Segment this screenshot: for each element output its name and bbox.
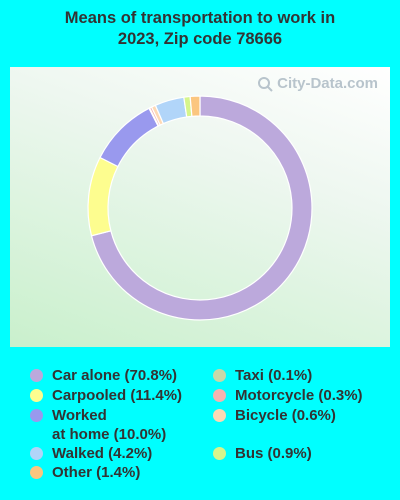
- legend-item: Motorcycle (0.3%): [213, 386, 363, 405]
- legend-swatch: [30, 447, 43, 460]
- legend-item: Walked (4.2%): [30, 444, 152, 463]
- legend-label: Taxi (0.1%): [235, 367, 313, 384]
- chart-title-line-1: Means of transportation to work in: [64, 9, 336, 27]
- watermark-text: City-Data.com: [277, 75, 378, 92]
- donut-slice-other: [189, 95, 201, 118]
- watermark-search-icon: [258, 76, 273, 92]
- legend-item: Other (1.4%): [30, 463, 140, 482]
- legend-item: Bus (0.9%): [213, 444, 312, 463]
- legend-label: Carpooled (11.4%): [52, 387, 183, 404]
- chart-title-line-2: 2023, Zip code 78666: [117, 30, 283, 48]
- donut-slice-carpooled: [87, 156, 119, 237]
- legend-swatch: [213, 369, 226, 382]
- legend-label: Other (1.4%): [52, 464, 141, 481]
- legend-label: Walked (4.2%): [52, 445, 153, 462]
- donut-slice-car-alone: [90, 95, 313, 321]
- legend-item: Worked at home (10.0%): [30, 406, 202, 444]
- legend-label: Worked at home (10.0%): [52, 407, 167, 443]
- legend-swatch: [30, 389, 43, 402]
- legend-label: Motorcycle (0.3%): [235, 387, 363, 404]
- legend-label: Car alone (70.8%): [52, 367, 178, 384]
- legend-swatch: [213, 409, 226, 422]
- legend-swatch: [213, 447, 226, 460]
- legend-swatch: [30, 409, 43, 422]
- legend-swatch: [30, 369, 43, 382]
- donut-chart: [87, 95, 313, 321]
- donut-slice-worked-at-home: [99, 107, 159, 168]
- legend-item: Taxi (0.1%): [213, 366, 312, 385]
- legend-swatch: [30, 466, 43, 479]
- legend-label: Bus (0.9%): [235, 445, 312, 462]
- watermark: City-Data.com: [257, 75, 378, 92]
- chart-title: Means of transportation to work in 2023,…: [0, 8, 400, 50]
- legend-label: Bicycle (0.6%): [235, 407, 336, 424]
- chart-legend: Car alone (70.8%) Carpooled (11.4%) Worked…: [0, 366, 400, 496]
- legend-item: Bicycle (0.6%): [213, 406, 336, 425]
- chart-panel: City-Data.com: [10, 67, 390, 347]
- legend-item: Car alone (70.8%): [30, 366, 177, 385]
- legend-swatch: [213, 389, 226, 402]
- legend-item: Carpooled (11.4%): [30, 386, 182, 405]
